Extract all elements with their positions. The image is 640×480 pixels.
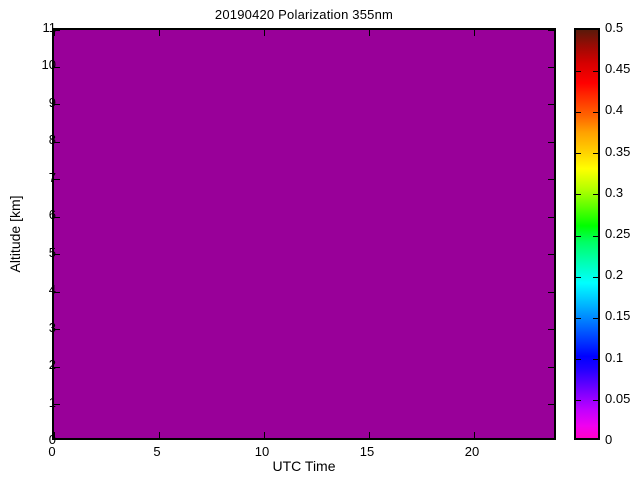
colorbar-tick xyxy=(576,317,581,319)
y-tick-left xyxy=(54,104,60,106)
colorbar-tick xyxy=(593,276,598,278)
y-tick-right xyxy=(548,366,554,368)
y-axis-label: Altitude [km] xyxy=(7,195,23,273)
y-tick-right xyxy=(548,404,554,406)
x-tick-label: 5 xyxy=(153,444,161,459)
colorbar-tick xyxy=(593,235,598,237)
colorbar-tick-label: 0.05 xyxy=(605,390,631,406)
y-tick-left xyxy=(54,291,60,293)
colorbar-tick-label: 0.2 xyxy=(605,267,624,283)
y-tick-right xyxy=(548,216,554,218)
colorbar-tick xyxy=(593,70,598,72)
chart-title: 20190420 Polarization 355nm xyxy=(214,7,394,22)
x-tick-label: 0 xyxy=(48,444,56,459)
colorbar-tick xyxy=(576,400,581,402)
x-tick-top xyxy=(54,30,55,36)
colorbar-tick xyxy=(576,276,581,278)
colorbar-tick-label: 0.3 xyxy=(605,184,624,200)
y-tick-label: 4 xyxy=(48,282,56,298)
x-tick-bottom xyxy=(54,432,55,438)
y-tick-left xyxy=(54,366,60,368)
y-tick-left xyxy=(54,404,60,406)
y-tick-label: 1 xyxy=(48,394,56,410)
x-tick-top xyxy=(368,30,370,36)
y-tick-label: 9 xyxy=(48,94,56,110)
plot-axes-box[interactable] xyxy=(52,28,556,440)
x-tick-bottom xyxy=(368,432,370,438)
colorbar-tick xyxy=(593,400,598,402)
colorbar-tick-label: 0.4 xyxy=(605,102,624,118)
x-tick-bottom xyxy=(473,432,475,438)
colorbar-tick-label: 0.15 xyxy=(605,308,631,324)
colorbar-tick xyxy=(593,359,598,361)
colorbar-tick-label: 0.45 xyxy=(605,61,631,77)
heatmap-data-field xyxy=(54,30,554,438)
colorbar-tick xyxy=(576,359,581,361)
y-tick-left xyxy=(54,179,60,181)
y-tick-label: 7 xyxy=(48,169,56,185)
colorbar-tick-label: 0.5 xyxy=(605,20,624,35)
y-tick-label: 5 xyxy=(48,244,56,260)
colorbar-tick-label: 0 xyxy=(605,432,613,447)
y-tick-right xyxy=(548,104,554,106)
colorbar[interactable] xyxy=(574,28,600,440)
colorbar-tick xyxy=(593,317,598,319)
colorbar-tick xyxy=(576,235,581,237)
x-tick-top xyxy=(263,30,265,36)
y-tick-right xyxy=(548,179,554,181)
y-tick-right xyxy=(548,291,554,293)
y-tick-label: 11 xyxy=(42,20,57,35)
y-tick-left xyxy=(54,216,60,218)
colorbar-tick xyxy=(593,194,598,196)
y-tick-label: 8 xyxy=(48,132,56,148)
y-tick-label: 3 xyxy=(48,319,56,335)
colorbar-tick xyxy=(576,194,581,196)
y-tick-right xyxy=(548,141,554,143)
x-axis-label: UTC Time xyxy=(272,458,336,474)
y-tick-left xyxy=(54,66,60,68)
y-tick-left xyxy=(54,329,60,331)
colorbar-tick-label: 0.35 xyxy=(605,143,631,159)
y-tick-label: 6 xyxy=(48,207,56,223)
y-tick-label: 0 xyxy=(48,432,56,447)
y-tick-right xyxy=(548,66,554,68)
x-tick-top xyxy=(473,30,475,36)
colorbar-tick xyxy=(576,111,581,113)
y-tick-right xyxy=(548,254,554,256)
colorbar-tick xyxy=(593,111,598,113)
x-tick-top xyxy=(158,30,160,36)
colorbar-tick-label: 0.25 xyxy=(605,226,631,241)
colorbar-gradient xyxy=(576,30,598,438)
x-tick-bottom xyxy=(158,432,160,438)
y-tick-left xyxy=(54,30,60,31)
y-tick-right xyxy=(548,329,554,331)
y-tick-left xyxy=(54,141,60,143)
x-tick-bottom xyxy=(263,432,265,438)
colorbar-tick xyxy=(576,153,581,155)
colorbar-tick xyxy=(593,153,598,155)
y-tick-label: 10 xyxy=(41,57,56,73)
x-tick-label: 15 xyxy=(359,444,375,459)
colorbar-tick-label: 0.1 xyxy=(605,349,624,365)
y-tick-right xyxy=(548,30,554,31)
colorbar-tick xyxy=(576,70,581,72)
y-tick-label: 2 xyxy=(48,357,56,373)
x-tick-label: 20 xyxy=(464,444,480,459)
x-tick-label: 10 xyxy=(254,444,270,459)
y-tick-left xyxy=(54,254,60,256)
